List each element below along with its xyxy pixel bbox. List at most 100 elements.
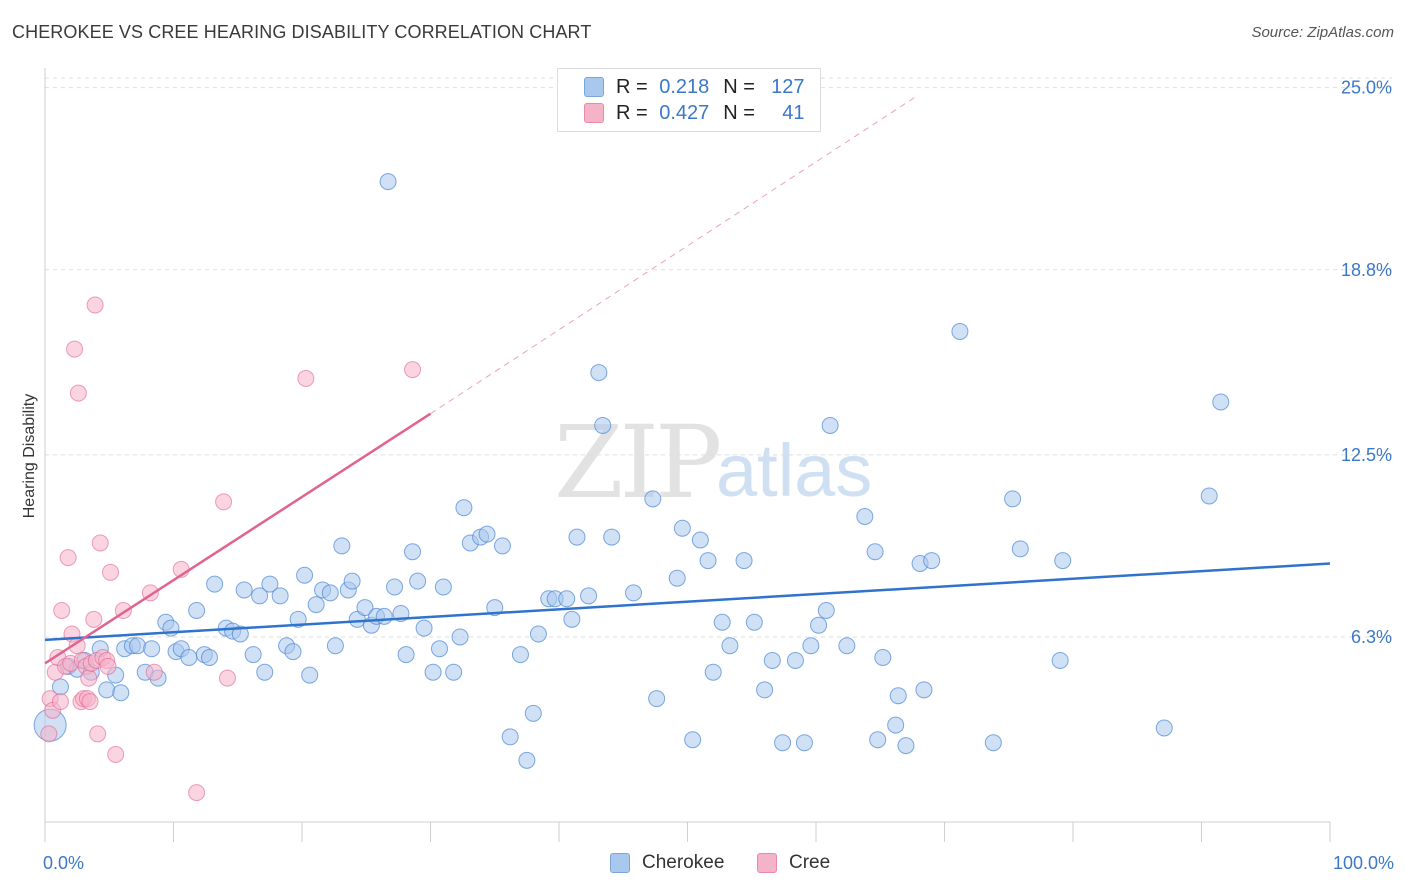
cherokee-point — [691, 531, 709, 549]
cherokee-point — [284, 643, 302, 661]
cree-point — [297, 369, 315, 387]
cree-point — [89, 725, 107, 743]
cherokee-point — [206, 575, 224, 593]
cherokee-point — [434, 578, 452, 596]
cherokee-point — [524, 704, 542, 722]
cherokee-point — [112, 684, 130, 702]
cree-trend-line — [44, 412, 432, 665]
cherokee-point — [1155, 719, 1173, 737]
cherokee-point — [644, 490, 662, 508]
cherokee-point — [874, 649, 892, 666]
cherokee-point — [296, 566, 314, 584]
cherokee-point — [951, 322, 969, 340]
cherokee-point — [289, 610, 307, 628]
cherokee-point — [889, 687, 907, 705]
cherokee-point — [1212, 393, 1230, 411]
legend-r-label: R = — [616, 75, 648, 98]
y-tick-label: 6.3% — [1351, 627, 1392, 647]
cherokee-point — [648, 690, 666, 708]
cherokee-point — [301, 666, 319, 684]
cherokee-point — [821, 416, 839, 434]
cherokee-point — [430, 640, 448, 658]
cherokee-point — [244, 646, 262, 664]
cree-point — [59, 549, 77, 567]
cherokee-point — [1011, 540, 1029, 558]
cherokee-point — [307, 596, 325, 614]
cherokee-point — [786, 651, 804, 669]
cherokee-point — [699, 552, 717, 570]
cherokee-point — [326, 637, 344, 655]
cherokee-point — [375, 607, 393, 625]
cherokee-point — [563, 610, 581, 628]
cherokee-point — [713, 613, 731, 631]
cree-point — [218, 669, 236, 687]
cree-point — [99, 657, 117, 675]
bottom-legend-label-cree: Cree — [789, 852, 831, 873]
y-tick-label: 18.8% — [1341, 260, 1392, 280]
cherokee-point — [810, 616, 828, 634]
cherokee-point — [558, 590, 576, 608]
cherokee-point — [869, 731, 887, 749]
legend-row-cree: R = 0.427 N = 41 — [584, 101, 805, 125]
cherokee-point — [98, 681, 116, 699]
cherokee-point — [721, 637, 739, 655]
cherokee-point — [251, 587, 269, 605]
cherokee-point — [603, 528, 621, 546]
cree-point — [404, 361, 422, 379]
bottom-legend-cree: Cree — [757, 852, 830, 874]
cree-point — [81, 693, 99, 711]
cree-point — [107, 745, 125, 763]
cherokee-point — [409, 572, 427, 590]
y-axis-label: Hearing Disability — [21, 394, 38, 519]
watermark-zip: ZIP — [554, 404, 722, 521]
cherokee-point — [817, 602, 835, 619]
cherokee-point — [478, 525, 496, 543]
bottom-legend-cherokee: Cherokee — [610, 852, 724, 874]
cherokee-point — [915, 681, 933, 699]
y-tick-label: 25.0% — [1341, 78, 1392, 98]
bottom-legend-label-cherokee: Cherokee — [642, 852, 725, 873]
cherokee-point — [356, 599, 374, 617]
cherokee-point — [256, 663, 274, 681]
x-tick-label: 0.0% — [43, 853, 84, 873]
cherokee-trend-line — [44, 562, 1331, 642]
legend-r-value: 0.218 — [659, 75, 710, 98]
legend-swatch-cherokee — [584, 77, 604, 97]
grid-lines — [45, 77, 1392, 638]
cherokee-point — [856, 508, 874, 525]
cherokee-point — [321, 584, 339, 602]
cherokee-point — [343, 572, 361, 590]
cherokee-point — [188, 602, 206, 619]
trend-lines — [44, 96, 1331, 665]
cherokee-point — [404, 543, 422, 561]
legend: R = 0.218 N = 127 R = 0.427 N = 41 — [557, 68, 821, 132]
cherokee-point — [379, 173, 397, 191]
cherokee-point — [200, 649, 218, 666]
chart-source: Source: ZipAtlas.com — [1251, 24, 1394, 41]
cherokee-point — [529, 625, 547, 643]
cherokee-point — [802, 637, 820, 655]
cherokee-point — [568, 528, 586, 546]
chart-title: CHEROKEE VS CREE HEARING DISABILITY CORR… — [12, 22, 592, 42]
cherokee-point — [445, 663, 463, 681]
cree-point — [80, 669, 98, 687]
cherokee-point — [897, 737, 915, 755]
cherokee-point — [594, 416, 612, 434]
bottom-legend-swatch-cherokee — [610, 853, 630, 873]
cherokee-point — [795, 734, 813, 752]
cherokee-point — [231, 625, 249, 643]
cree-point — [85, 610, 103, 628]
cherokee-point — [455, 499, 473, 517]
cree-point — [188, 784, 206, 802]
legend-n-label: N = — [723, 75, 755, 98]
cherokee-point — [180, 649, 198, 666]
cherokee-point — [518, 751, 536, 769]
cree-point — [66, 340, 84, 358]
cherokee-point — [486, 599, 504, 617]
y-tick-label: 12.5% — [1341, 445, 1392, 465]
cherokee-point — [415, 619, 433, 637]
cherokee-point — [386, 578, 404, 596]
cherokee-point — [493, 537, 511, 555]
cree-point — [53, 602, 71, 619]
